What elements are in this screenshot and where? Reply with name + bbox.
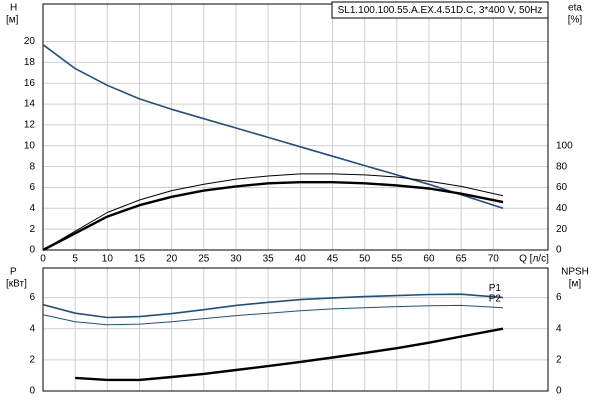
y-tick-label: 0	[29, 245, 35, 256]
curve-label: P1	[489, 283, 502, 294]
y-axis-label: P	[10, 267, 17, 278]
y-tick-label: 8	[29, 161, 35, 172]
y2-tick-label: 2	[556, 355, 562, 366]
x-tick-label: 5	[72, 254, 78, 265]
plot-frame	[42, 267, 549, 392]
y2-tick-label: 60	[556, 182, 568, 193]
y-tick-label: 0	[29, 386, 35, 397]
title-box	[331, 1, 549, 19]
x-tick-label: 0	[40, 254, 46, 265]
x-tick-label: 55	[391, 254, 403, 265]
y-axis-label: H	[10, 3, 17, 14]
curve	[42, 304, 504, 326]
x-tick-label: 15	[134, 254, 146, 265]
x-tick-label: 20	[166, 254, 178, 265]
curve	[42, 44, 504, 210]
y-tick-label: 4	[29, 323, 35, 334]
y2-tick-label: 100	[556, 140, 573, 151]
y2-axis-unit: [%]	[568, 15, 583, 26]
x-tick-label: 65	[456, 254, 468, 265]
x-tick-label: 10	[102, 254, 114, 265]
x-tick-label: 40	[295, 254, 307, 265]
y2-tick-label: 0	[556, 386, 562, 397]
y2-axis-label: eta	[568, 3, 582, 14]
curve-label: P2	[489, 293, 502, 304]
x-tick-label: 35	[263, 254, 275, 265]
curve	[42, 181, 504, 252]
curve	[42, 293, 504, 319]
y-axis-unit: [кВт]	[6, 279, 27, 290]
y2-axis-unit: [м]	[569, 279, 582, 290]
x-tick-label: 45	[327, 254, 339, 265]
y-tick-label: 16	[24, 78, 36, 89]
x-tick-label: 60	[423, 254, 435, 265]
y-tick-label: 12	[24, 120, 36, 131]
x-tick-label: 30	[230, 254, 242, 265]
curve	[75, 327, 504, 382]
y2-tick-label: 6	[556, 292, 562, 303]
plot-frame	[42, 3, 549, 251]
y-tick-label: 10	[24, 140, 36, 151]
chart-title: SL1.100.100.55.A.EX.4.51D.C, 3*400 V, 50…	[338, 5, 543, 16]
y-tick-label: 2	[29, 355, 35, 366]
x-tick-label: 25	[198, 254, 210, 265]
y-axis-unit: [м]	[6, 15, 19, 26]
y-tick-label: 2	[29, 224, 35, 235]
y-tick-label: 20	[24, 36, 36, 47]
y2-tick-label: 4	[556, 323, 562, 334]
y2-tick-label: 0	[556, 245, 562, 256]
curve	[42, 173, 504, 251]
y-tick-label: 14	[24, 99, 36, 110]
y2-tick-label: 80	[556, 161, 568, 172]
x-tick-label: 50	[359, 254, 371, 265]
y2-tick-label: 20	[556, 224, 568, 235]
y-tick-label: 6	[29, 182, 35, 193]
x-axis-label: Q [л/с]	[519, 254, 549, 265]
y-tick-label: 4	[29, 203, 35, 214]
y-tick-label: 18	[24, 57, 36, 68]
y2-axis-label: NPSH	[561, 267, 589, 278]
y-tick-label: 6	[29, 292, 35, 303]
y2-tick-label: 40	[556, 203, 568, 214]
x-tick-label: 70	[488, 254, 500, 265]
